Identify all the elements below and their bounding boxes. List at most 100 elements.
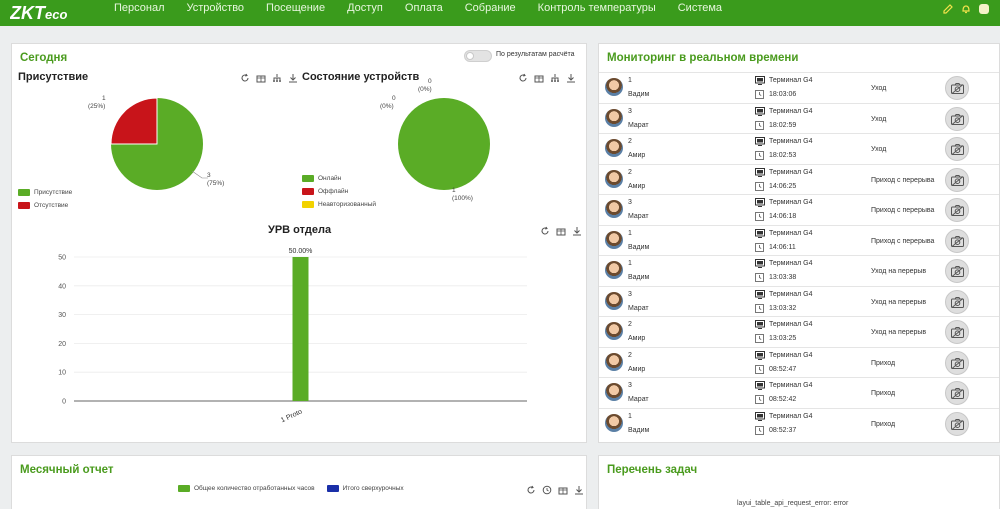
edit-icon[interactable]: [942, 3, 954, 15]
capture-photo-button[interactable]: [945, 289, 969, 314]
tasks-error-message: layui_table_api_request_error: error: [737, 500, 849, 507]
nav-item-meeting[interactable]: Собрание: [464, 2, 516, 14]
punch-status: Приход с перерыва: [871, 237, 935, 245]
monitor-row[interactable]: 3 Марат Терминал G4 08:52:42 Приход: [599, 377, 999, 408]
bar[interactable]: [292, 257, 309, 401]
monthly-title: Месячный отчет: [20, 464, 114, 476]
monthly-panel: Месячный отчет Общее количество отработа…: [11, 455, 587, 509]
clock-icon: [755, 90, 764, 99]
nav-item-device[interactable]: Устройство: [186, 2, 245, 14]
punch-time: 08:52:42: [769, 396, 797, 403]
terminal-icon: [755, 381, 765, 390]
y-tick-label: 40: [58, 283, 66, 290]
top-right-icons: [942, 3, 990, 15]
pie-label-top: 0 (0%): [418, 78, 432, 94]
avatar: [605, 139, 623, 157]
sitemap-icon[interactable]: [550, 73, 560, 83]
monitor-row[interactable]: 1 Вадим Терминал G4 13:03:38 Уход на перерыв: [599, 255, 999, 286]
user-avatar-icon[interactable]: [978, 3, 990, 15]
capture-photo-button[interactable]: [945, 381, 969, 405]
camera-photo-icon: [951, 357, 964, 369]
legend-unauthorized[interactable]: Неавторизованный: [302, 198, 376, 211]
clock-icon: [755, 425, 764, 435]
monitor-row[interactable]: 1 Вадим Терминал G4 14:06:11 Приход с переры…: [599, 224, 999, 256]
avatar: [605, 413, 623, 432]
monitor-row[interactable]: 2 Амир Терминал G4 08:52:47 Приход: [599, 346, 999, 378]
pie-slice-absent[interactable]: [110, 97, 158, 145]
punch-time: 13:03:25: [769, 335, 797, 342]
nav-item-temperature[interactable]: Контроль температуры: [537, 2, 656, 14]
legend-present[interactable]: Присутствие: [18, 186, 72, 199]
legend-absent[interactable]: Отсутствие: [18, 199, 72, 212]
monitor-row[interactable]: 2 Амир Терминал G4 14:06:25 Приход с перерыв…: [599, 163, 999, 195]
legend-label: Присутствие: [34, 189, 73, 196]
capture-photo-button[interactable]: [945, 411, 969, 436]
monitor-row[interactable]: 1 Вадим Терминал G4 18:03:06 Уход: [599, 72, 999, 103]
monitor-title: Мониторинг в реальном времени: [607, 52, 799, 64]
pie-label-absent-pct: (25%): [88, 103, 106, 110]
camera-photo-icon: [951, 266, 964, 277]
capture-photo-button[interactable]: [945, 167, 969, 192]
legend-label-total-hours[interactable]: Общее количество отработанных часов: [194, 485, 315, 492]
capture-photo-button[interactable]: [945, 137, 969, 161]
nav-item-access[interactable]: Доступ: [347, 2, 383, 14]
punch-time: 08:52:47: [769, 365, 797, 373]
capture-photo-button[interactable]: [945, 259, 969, 283]
capture-photo-button[interactable]: [945, 198, 969, 222]
punch-status: Уход на перерыв: [871, 268, 927, 275]
monitor-row[interactable]: 2 Амир Терминал G4 13:03:25 Уход на перерыв: [599, 316, 999, 347]
refresh-icon[interactable]: [526, 485, 536, 495]
capture-photo-button[interactable]: [945, 76, 969, 100]
attendance-legend: Присутствие Отсутствие: [18, 186, 72, 212]
monitor-row[interactable]: 3 Марат Терминал G4 14:06:18 Приход с переры…: [599, 194, 999, 225]
monitor-row[interactable]: 2 Амир Терминал G4 18:02:53 Уход: [599, 133, 999, 164]
legend-swatch: [18, 189, 30, 196]
bell-icon[interactable]: [960, 3, 972, 15]
legend-label: Оффлайн: [318, 188, 349, 195]
clock-icon[interactable]: [542, 485, 552, 495]
monitor-row[interactable]: 1 Вадим Терминал G4 08:52:37 Приход: [599, 407, 999, 439]
refresh-icon[interactable]: [518, 73, 528, 83]
legend-online[interactable]: Онлайн: [302, 172, 376, 185]
legend-swatch: [302, 188, 314, 195]
legend-label-overtime[interactable]: Итого сверхурочных: [342, 485, 404, 492]
gift-icon[interactable]: [534, 73, 544, 83]
zkteco-logo[interactable]: ZKT eco: [10, 2, 90, 24]
legend-label: Неавторизованный: [318, 201, 376, 208]
refresh-icon[interactable]: [540, 226, 550, 236]
monitor-row[interactable]: 3 Марат Терминал G4 13:03:32 Уход на перерыв: [599, 285, 999, 317]
capture-photo-button[interactable]: [945, 320, 969, 344]
download-icon[interactable]: [574, 485, 584, 495]
camera-photo-icon: [951, 327, 964, 338]
employee-name: Амир: [628, 335, 646, 342]
download-icon[interactable]: [566, 73, 576, 83]
capture-photo-button[interactable]: [945, 350, 969, 375]
employee-id: 2: [628, 138, 632, 145]
clock-icon: [755, 395, 764, 404]
download-icon[interactable]: [572, 226, 582, 236]
terminal-name: Терминал G4: [769, 107, 813, 115]
employee-name: Вадим: [628, 91, 650, 98]
terminal-icon: [755, 106, 765, 116]
sitemap-icon[interactable]: [272, 73, 282, 83]
employee-id: 1: [628, 260, 632, 267]
pie-label-top-pct: (0%): [418, 86, 432, 93]
nav-item-payment[interactable]: Оплата: [404, 2, 443, 14]
gift-icon[interactable]: [256, 73, 266, 83]
nav-item-personnel[interactable]: Персонал: [114, 2, 165, 14]
nav-item-system[interactable]: Система: [677, 2, 723, 14]
camera-photo-icon: [951, 388, 964, 399]
pie-label-present-count: 3: [207, 172, 211, 179]
refresh-icon[interactable]: [240, 73, 250, 83]
monitor-row[interactable]: 3 Марат Терминал G4 18:02:59 Уход: [599, 102, 999, 134]
pie-slice-online[interactable]: [398, 98, 490, 190]
terminal-icon: [755, 320, 765, 329]
capture-photo-button[interactable]: [945, 228, 969, 253]
download-icon[interactable]: [288, 73, 298, 83]
calculation-toggle[interactable]: [464, 50, 492, 62]
gift-icon[interactable]: [558, 485, 568, 495]
legend-offline[interactable]: Оффлайн: [302, 185, 376, 198]
capture-photo-button[interactable]: [945, 106, 969, 131]
gift-icon[interactable]: [556, 226, 566, 236]
nav-item-attendance[interactable]: Посещение: [266, 2, 326, 14]
